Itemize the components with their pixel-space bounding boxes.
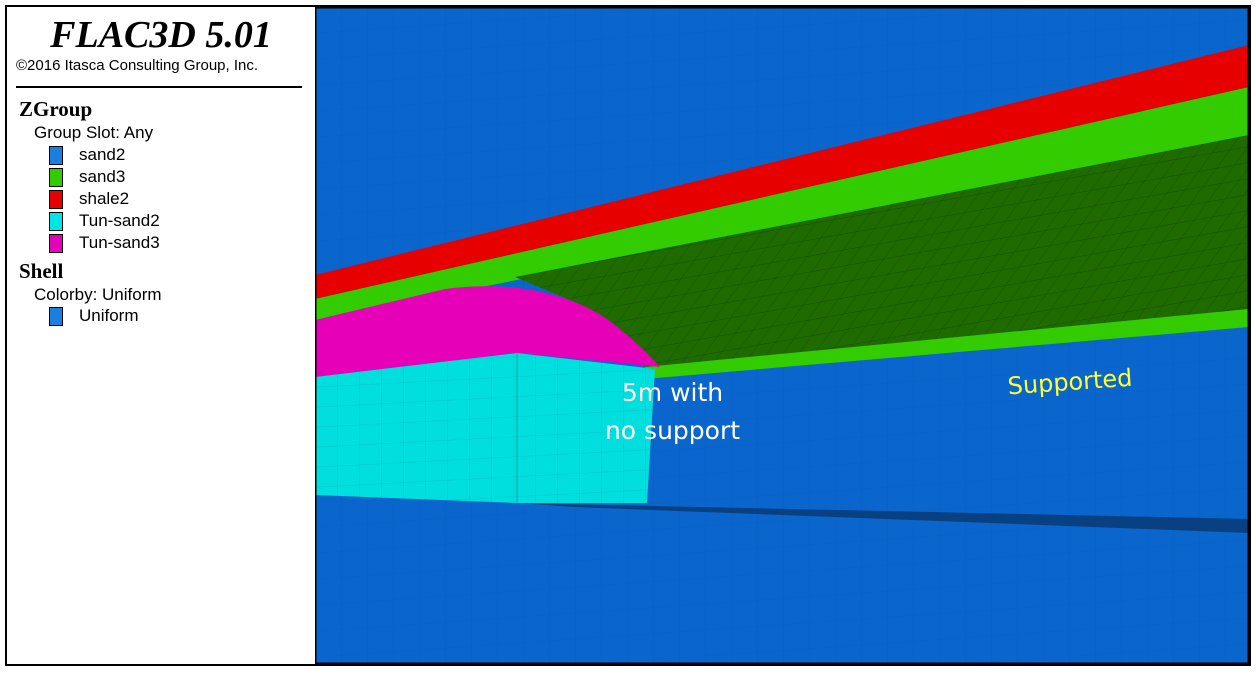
zgroup-heading: ZGroup: [19, 97, 93, 121]
shale2-layer: [315, 45, 1249, 299]
annotation-line-2: no support: [604, 416, 741, 445]
tun-sand2-mesh: [315, 353, 655, 503]
shell-colorby: Colorby: Uniform: [34, 285, 162, 304]
legend-item-label: Tun-sand2: [79, 211, 160, 230]
legend-swatch: [49, 168, 63, 187]
legend-swatch: [49, 146, 63, 165]
legend-swatch: [49, 234, 63, 253]
legend-swatch: [49, 212, 63, 231]
model-view: [315, 7, 1249, 664]
software-title: FLAC3D 5.01: [50, 14, 272, 56]
copyright-text: ©2016 Itasca Consulting Group, Inc.: [16, 57, 259, 74]
shell-heading: Shell: [19, 259, 64, 283]
legend-divider: [16, 86, 302, 88]
view-border: [315, 7, 1249, 664]
legend-item-label: sand2: [79, 145, 126, 164]
legend-item-label: Uniform: [79, 306, 139, 325]
legend-item-label: shale2: [79, 189, 130, 208]
legend-item-label: sand3: [79, 167, 126, 186]
tunnel-roof-edge: [645, 309, 1249, 379]
annotation-line-1: 5m with: [621, 378, 724, 407]
legend-swatch: [49, 307, 63, 326]
tun-sand3-face: [315, 286, 660, 377]
legend-item-label: Tun-sand3: [79, 233, 160, 252]
tunnel-roof-mesh: [515, 135, 1249, 367]
tunnel-floor-shadow: [517, 503, 1249, 533]
sand3-layer: [315, 87, 1249, 320]
legend-panel: FLAC3D 5.01 ©2016 Itasca Consulting Grou…: [7, 7, 315, 664]
zgroup-slot: Group Slot: Any: [34, 123, 154, 142]
annotation-unsupported: 5m with no support: [590, 374, 755, 450]
legend-swatch: [49, 190, 63, 209]
